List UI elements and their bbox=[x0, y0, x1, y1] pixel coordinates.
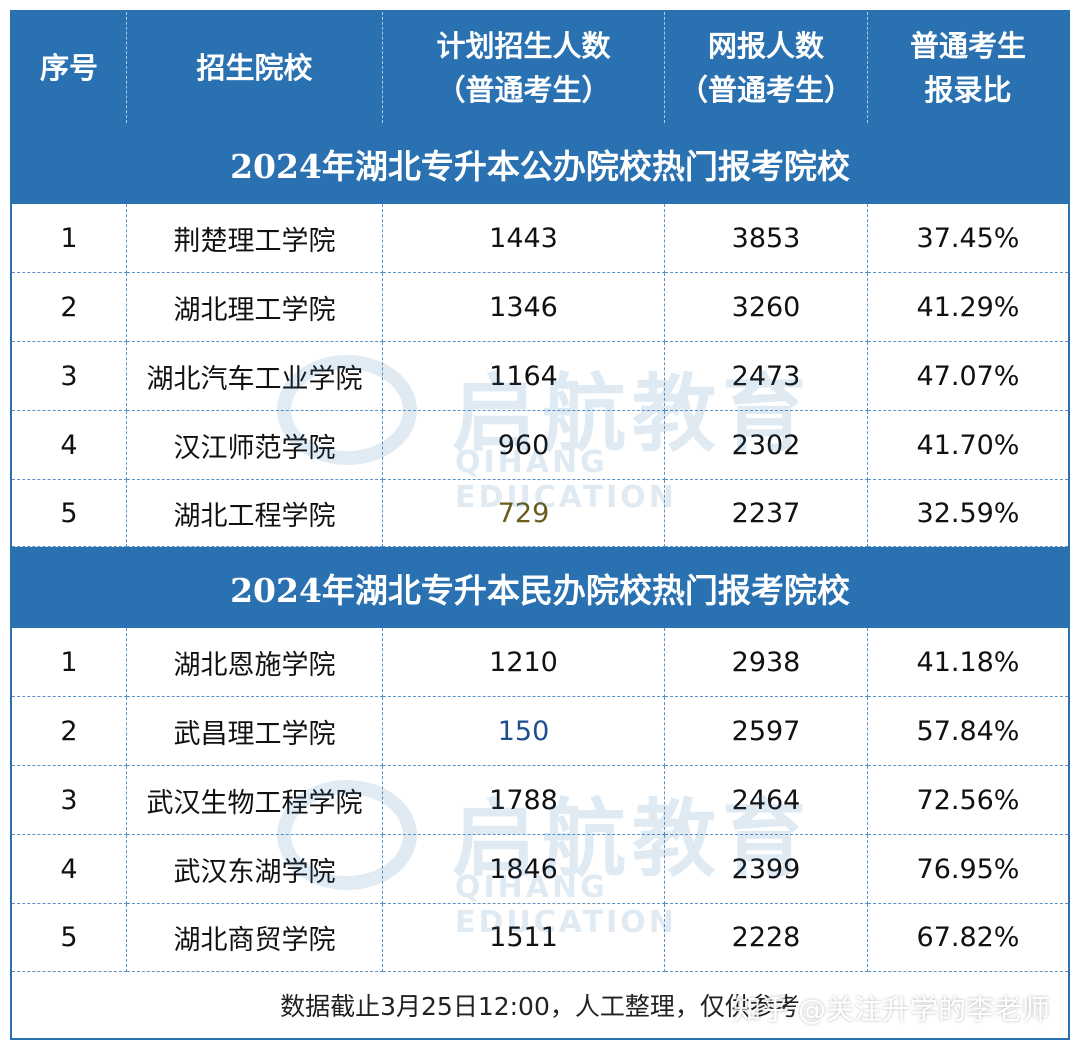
footer-note: 数据截止3月25日12:00，人工整理，仅供参考 bbox=[12, 972, 1068, 1038]
row-applied: 2228 bbox=[665, 904, 868, 972]
row-plan: 1346 bbox=[383, 273, 665, 342]
row-applied: 2464 bbox=[665, 766, 868, 835]
header-plan: 计划招生人数 （普通考生） bbox=[383, 12, 665, 123]
row-applied: 3260 bbox=[665, 273, 868, 342]
row-school: 武汉生物工程学院 bbox=[127, 766, 383, 835]
row-applied: 2237 bbox=[665, 480, 868, 547]
header-ratio-line2: 报录比 bbox=[924, 72, 1012, 107]
row-no: 5 bbox=[12, 904, 127, 972]
header-applied-line2: （普通考生） bbox=[678, 72, 853, 107]
header-ratio-line1: 普通考生 bbox=[909, 28, 1026, 63]
header-applied-line1: 网报人数 bbox=[707, 28, 824, 63]
row-applied: 2302 bbox=[665, 411, 868, 480]
row-applied: 2399 bbox=[665, 835, 868, 904]
table-row: 3 湖北汽车工业学院 1164 2473 47.07% bbox=[12, 342, 1068, 411]
table-header: 序号 招生院校 计划招生人数 （普通考生） 网报人数 （普通考生） 普通考生 报… bbox=[12, 12, 1068, 123]
row-applied: 2597 bbox=[665, 697, 868, 766]
header-applied: 网报人数 （普通考生） bbox=[665, 12, 868, 123]
row-no: 3 bbox=[12, 766, 127, 835]
header-no: 序号 bbox=[12, 12, 127, 123]
table-row: 3 武汉生物工程学院 1788 2464 72.56% bbox=[12, 766, 1068, 835]
row-applied: 2473 bbox=[665, 342, 868, 411]
row-school: 武汉东湖学院 bbox=[127, 835, 383, 904]
table-row: 5 湖北商贸学院 1511 2228 67.82% bbox=[12, 904, 1068, 972]
row-school: 湖北恩施学院 bbox=[127, 628, 383, 697]
row-no: 2 bbox=[12, 697, 127, 766]
table-row: 2 武昌理工学院 150 2597 57.84% bbox=[12, 697, 1068, 766]
header-plan-line2: （普通考生） bbox=[436, 72, 611, 107]
table-row: 4 武汉东湖学院 1846 2399 76.95% bbox=[12, 835, 1068, 904]
row-ratio: 57.84% bbox=[868, 697, 1068, 766]
row-plan: 729 bbox=[383, 480, 665, 547]
row-no: 4 bbox=[12, 411, 127, 480]
row-no: 1 bbox=[12, 628, 127, 697]
row-applied: 2938 bbox=[665, 628, 868, 697]
table-row: 1 湖北恩施学院 1210 2938 41.18% bbox=[12, 628, 1068, 697]
table-row: 4 汉江师范学院 960 2302 41.70% bbox=[12, 411, 1068, 480]
row-ratio: 47.07% bbox=[868, 342, 1068, 411]
header-ratio: 普通考生 报录比 bbox=[868, 12, 1068, 123]
footer-note-text: 数据截止3月25日12:00，人工整理，仅供参考 bbox=[280, 992, 800, 1021]
zhihu-watermark: 知乎 @关注升学的李老师 bbox=[733, 993, 1050, 1026]
row-no: 3 bbox=[12, 342, 127, 411]
row-school: 湖北理工学院 bbox=[127, 273, 383, 342]
row-ratio: 41.70% bbox=[868, 411, 1068, 480]
row-plan: 1164 bbox=[383, 342, 665, 411]
row-ratio: 41.29% bbox=[868, 273, 1068, 342]
row-ratio: 67.82% bbox=[868, 904, 1068, 972]
row-applied: 3853 bbox=[665, 204, 868, 273]
header-school: 招生院校 bbox=[127, 12, 383, 123]
row-plan: 1443 bbox=[383, 204, 665, 273]
table-row: 2 湖北理工学院 1346 3260 41.29% bbox=[12, 273, 1068, 342]
row-ratio: 32.59% bbox=[868, 480, 1068, 547]
row-ratio: 72.56% bbox=[868, 766, 1068, 835]
row-no: 2 bbox=[12, 273, 127, 342]
row-ratio: 37.45% bbox=[868, 204, 1068, 273]
row-ratio: 41.18% bbox=[868, 628, 1068, 697]
header-plan-line1: 计划招生人数 bbox=[436, 28, 611, 63]
row-plan: 1210 bbox=[383, 628, 665, 697]
row-plan: 1511 bbox=[383, 904, 665, 972]
row-ratio: 76.95% bbox=[868, 835, 1068, 904]
row-plan: 960 bbox=[383, 411, 665, 480]
row-school: 汉江师范学院 bbox=[127, 411, 383, 480]
row-no: 1 bbox=[12, 204, 127, 273]
private-section-title: 2024年湖北专升本民办院校热门报考院校 bbox=[12, 547, 1068, 628]
row-no: 4 bbox=[12, 835, 127, 904]
table-row: 5 湖北工程学院 729 2237 32.59% bbox=[12, 480, 1068, 547]
table-row: 1 荆楚理工学院 1443 3853 37.45% bbox=[12, 204, 1068, 273]
row-school: 荆楚理工学院 bbox=[127, 204, 383, 273]
admission-table: 序号 招生院校 计划招生人数 （普通考生） 网报人数 （普通考生） 普通考生 报… bbox=[10, 10, 1070, 1040]
row-plan: 1788 bbox=[383, 766, 665, 835]
public-section-title: 2024年湖北专升本公办院校热门报考院校 bbox=[12, 123, 1068, 204]
row-plan: 150 bbox=[383, 697, 665, 766]
row-no: 5 bbox=[12, 480, 127, 547]
row-school: 湖北汽车工业学院 bbox=[127, 342, 383, 411]
row-school: 湖北商贸学院 bbox=[127, 904, 383, 972]
row-plan: 1846 bbox=[383, 835, 665, 904]
row-school: 武昌理工学院 bbox=[127, 697, 383, 766]
row-school: 湖北工程学院 bbox=[127, 480, 383, 547]
